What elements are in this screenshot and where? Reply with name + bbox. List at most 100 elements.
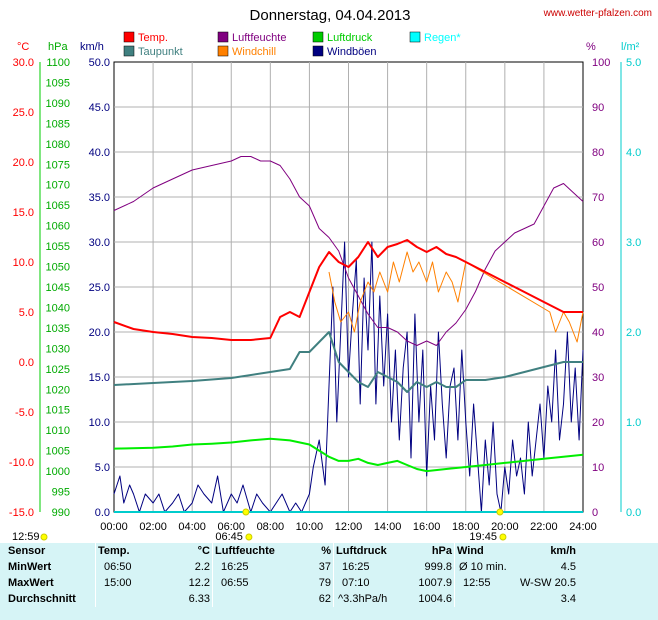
hdr-wind: Wind [454, 543, 514, 559]
axis-units: °C hPa km/h% l/m² [17, 41, 640, 53]
pressure-tick-label: 1020 [46, 384, 70, 396]
hdr-press: Luftdruck [333, 543, 408, 559]
series-taupunkt [113, 331, 583, 393]
cell: 6.33 [188, 593, 210, 605]
cell: 1007.9 [418, 577, 452, 589]
cell: Ø 10 min. [454, 559, 514, 575]
hdr-wind-unit: km/h [550, 545, 576, 557]
temp-tick-label: 15.0 [13, 207, 34, 219]
pressure-tick-label: 1025 [46, 364, 70, 376]
pressure-tick-label: 1015 [46, 405, 70, 417]
cell: 3.4 [560, 593, 576, 605]
temp-tick-label: -10.0 [9, 457, 34, 469]
pressure-unit: hPa [48, 41, 68, 53]
row-label: Durchschnitt [8, 593, 76, 605]
legend-swatch [312, 45, 324, 57]
cell: 37 [318, 561, 331, 573]
wind-tick-label: 5.0 [95, 462, 110, 474]
stats-table: Sensor Temp. °C Luftfeuchte % Luftdruck … [0, 543, 578, 607]
stats-row-min: MinWert 06:50 2.2 16:25 37 16:25 999.8 Ø… [0, 559, 578, 575]
cell [95, 591, 160, 607]
temp-unit: °C [17, 41, 29, 53]
x-tick-label: 22:00 [530, 521, 558, 533]
temp-tick-label: 5.0 [19, 307, 34, 319]
cell [212, 591, 295, 607]
wind-tick-label: 35.0 [89, 192, 110, 204]
x-tick-label: 10:00 [296, 521, 324, 533]
temp-tick-label: 0.0 [19, 357, 34, 369]
cell: ^3.3hPa/h [333, 591, 408, 607]
cell: 06:55 [212, 575, 295, 591]
cell: W-SW 20.5 [519, 577, 576, 589]
pressure-tick-label: 1065 [46, 200, 70, 212]
grid [113, 61, 584, 513]
humidity-tick-label: 50 [592, 282, 604, 294]
rain-tick-label: 3.0 [626, 237, 641, 249]
hdr-hum: Luftfeuchte [212, 543, 295, 559]
row-label: MaxWert [8, 577, 54, 589]
chart-title: Donnerstag, 04.04.2013 [250, 7, 411, 24]
humidity-tick-label: 90 [592, 102, 604, 114]
legend-label: Windböen [327, 46, 377, 58]
pressure-tick-label: 1040 [46, 302, 70, 314]
legend-label: Temp. [138, 32, 168, 44]
site-link[interactable]: www.wetter-pfalzen.com [543, 8, 652, 19]
cell: 4.5 [560, 561, 576, 573]
wind-unit: km/h [80, 41, 104, 53]
humidity-tick-label: 60 [592, 237, 604, 249]
pressure-tick-label: 1055 [46, 241, 70, 253]
x-tick-label: 06:00 [217, 521, 245, 533]
legend-swatch [312, 31, 324, 43]
rain-unit: l/m² [621, 41, 640, 53]
legend-swatch [123, 45, 135, 57]
legend: Temp. Luftfeuchte Luftdruck Regen* Taupunkt W… [123, 31, 461, 58]
hdr-press-unit: hPa [431, 545, 452, 557]
wind-tick-label: 45.0 [89, 102, 110, 114]
weather-chart: Donnerstag, 04.04.2013 www.wetter-pfalze… [8, 7, 652, 543]
pressure-tick-label: 1010 [46, 425, 70, 437]
pressure-tick-label: 1090 [46, 98, 70, 110]
humidity-tick-label: 0 [592, 507, 598, 519]
temp-tick-label: 30.0 [13, 57, 34, 69]
series-luftdruck [113, 437, 584, 473]
x-tick-label: 12:00 [335, 521, 363, 533]
series-luftfeuchte [113, 156, 584, 346]
cell: 16:25 [212, 559, 295, 575]
x-tick-label: 14:00 [374, 521, 402, 533]
x-tick-label: 04:00 [178, 521, 206, 533]
sunrise-time: 06:45 [215, 531, 243, 543]
series-windben [113, 241, 584, 513]
cell: 15:00 [95, 575, 160, 591]
sunset-icon [496, 508, 504, 516]
wind-tick-label: 40.0 [89, 147, 110, 159]
temp-tick-label: -5.0 [15, 407, 34, 419]
legend-label: Taupunkt [138, 46, 183, 58]
wind-tick-label: 0.0 [95, 507, 110, 519]
x-tick-label: 08:00 [257, 521, 285, 533]
series-lines [113, 156, 584, 513]
pressure-tick-label: 1000 [46, 466, 70, 478]
humidity-tick-label: 100 [592, 57, 610, 69]
hdr-temp: Temp. [95, 543, 160, 559]
pressure-tick-label: 1095 [46, 77, 70, 89]
solar-noon-time: 12:59 [12, 531, 40, 543]
series-temp [113, 239, 583, 341]
pressure-tick-label: 1085 [46, 118, 70, 130]
pressure-tick-label: 1050 [46, 262, 70, 274]
cell: 2.2 [194, 561, 210, 573]
sunset-time: 19:45 [469, 531, 497, 543]
pressure-tick-label: 1035 [46, 323, 70, 335]
sun-markers: 06:45 19:45 12:59 [12, 508, 507, 543]
pressure-tick-label: 1045 [46, 282, 70, 294]
wind-tick-label: 50.0 [89, 57, 110, 69]
stats-row-avg: Durchschnitt 6.33 62 ^3.3hPa/h 1004.6 3.… [0, 591, 578, 607]
wind-tick-label: 10.0 [89, 417, 110, 429]
hdr-temp-unit: °C [197, 545, 210, 557]
legend-swatch [123, 31, 135, 43]
x-tick-label: 24:00 [569, 521, 597, 533]
cell: 07:10 [333, 575, 408, 591]
legend-swatch [217, 31, 229, 43]
humidity-tick-label: 70 [592, 192, 604, 204]
cell [454, 591, 514, 607]
pressure-tick-label: 1060 [46, 221, 70, 233]
